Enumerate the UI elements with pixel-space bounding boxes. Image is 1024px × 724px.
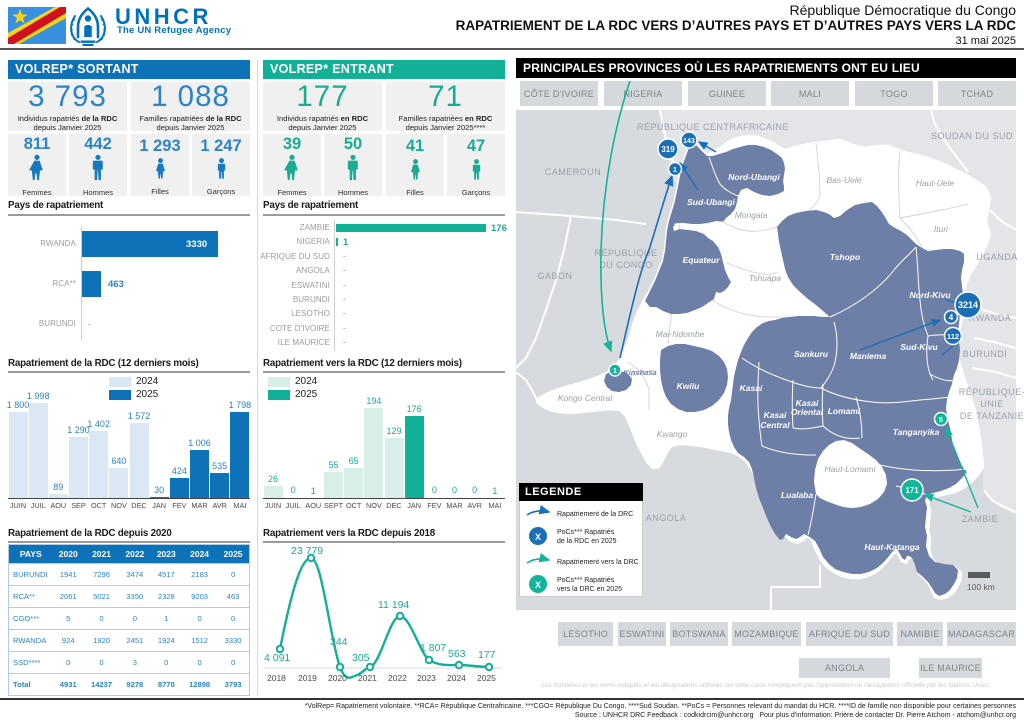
svg-text:Tshopo: Tshopo [830, 252, 860, 262]
svg-text:Tanganyika: Tanganyika [893, 427, 940, 437]
svg-text:Sankuru: Sankuru [794, 349, 829, 359]
svg-text:Maniema: Maniema [850, 351, 887, 361]
svg-text:RÉPUBLIQUE-: RÉPUBLIQUE- [959, 387, 1024, 397]
svg-text:RWANDA: RWANDA [969, 313, 1012, 323]
svg-text:112: 112 [947, 332, 959, 341]
svg-text:X: X [535, 532, 541, 542]
svg-text:3214: 3214 [958, 300, 978, 310]
svg-text:Kwango: Kwango [657, 429, 688, 439]
svg-text:ZAMBIE: ZAMBIE [962, 514, 999, 524]
svg-text:1: 1 [613, 368, 617, 375]
svg-text:GABON: GABON [537, 271, 572, 281]
svg-text:ANGOLA: ANGOLA [646, 513, 687, 523]
svg-text:Ituri: Ituri [934, 224, 949, 234]
svg-text:Kinshasa: Kinshasa [623, 368, 656, 377]
svg-text:Kongo Central: Kongo Central [558, 393, 613, 403]
svg-text:RÉPUBLIQUE CENTRAFRICAINE: RÉPUBLIQUE CENTRAFRICAINE [637, 122, 789, 132]
svg-text:Kasai: Kasai [796, 398, 819, 408]
svg-text:RÉPUBLIQUE: RÉPUBLIQUE [594, 248, 657, 258]
svg-text:1: 1 [673, 167, 677, 174]
svg-text:Kasai: Kasai [764, 410, 787, 420]
svg-text:Sud-Ubangi: Sud-Ubangi [687, 197, 735, 207]
svg-text:UGANDA: UGANDA [976, 252, 1018, 262]
svg-text:Haut-Uele: Haut-Uele [916, 178, 955, 188]
svg-text:Nord-Kivu: Nord-Kivu [909, 290, 951, 300]
svg-text:PoCs*** Rapatriés: PoCs*** Rapatriés [557, 577, 615, 584]
svg-text:Tshuapa: Tshuapa [749, 273, 782, 283]
svg-text:Rapatriement vers la DRC: Rapatriement vers la DRC [557, 559, 639, 566]
svg-text:143: 143 [683, 138, 695, 145]
svg-text:Mongala: Mongala [735, 210, 768, 220]
svg-text:SOUDAN DU SUD: SOUDAN DU SUD [931, 131, 1013, 141]
svg-text:100 km: 100 km [967, 582, 995, 592]
svg-text:BURUNDI: BURUNDI [963, 349, 1008, 359]
svg-text:Kasai: Kasai [740, 383, 763, 393]
svg-text:PoCs*** Rapatriés: PoCs*** Rapatriés [557, 529, 615, 536]
svg-text:Haut-Katanga: Haut-Katanga [864, 542, 920, 552]
svg-text:Sud-Kivu: Sud-Kivu [900, 342, 938, 352]
svg-text:Equateur: Equateur [683, 255, 721, 265]
svg-text:Lualaba: Lualaba [781, 490, 813, 500]
svg-text:CAMEROUN: CAMEROUN [545, 167, 602, 177]
svg-text:de la RDC en 2025: de la RDC en 2025 [557, 538, 617, 545]
svg-text:171: 171 [905, 486, 919, 495]
svg-text:Lomami: Lomami [828, 406, 861, 416]
svg-text:Central: Central [760, 420, 790, 430]
svg-text:5: 5 [939, 417, 943, 424]
svg-text:Oriental: Oriental [791, 407, 824, 417]
svg-text:vers la DRC en 2025: vers la DRC en 2025 [557, 586, 622, 593]
svg-text:Mai-Ndombe: Mai-Ndombe [656, 329, 705, 339]
svg-text:DE TANZANIE: DE TANZANIE [960, 411, 1024, 421]
svg-text:Kwilu: Kwilu [677, 381, 700, 391]
svg-text:319: 319 [661, 145, 675, 154]
svg-text:Bas-Uele: Bas-Uele [827, 175, 862, 185]
svg-text:UNIE: UNIE [980, 399, 1004, 409]
svg-text:Rapatriement de la DRC: Rapatriement de la DRC [557, 511, 633, 518]
svg-text:X: X [535, 580, 541, 590]
svg-text:Haut-Lomami: Haut-Lomami [824, 464, 876, 474]
svg-text:4: 4 [949, 313, 954, 322]
svg-text:Nord-Ubangi: Nord-Ubangi [728, 172, 780, 182]
svg-text:DU CONGO: DU CONGO [599, 260, 653, 270]
